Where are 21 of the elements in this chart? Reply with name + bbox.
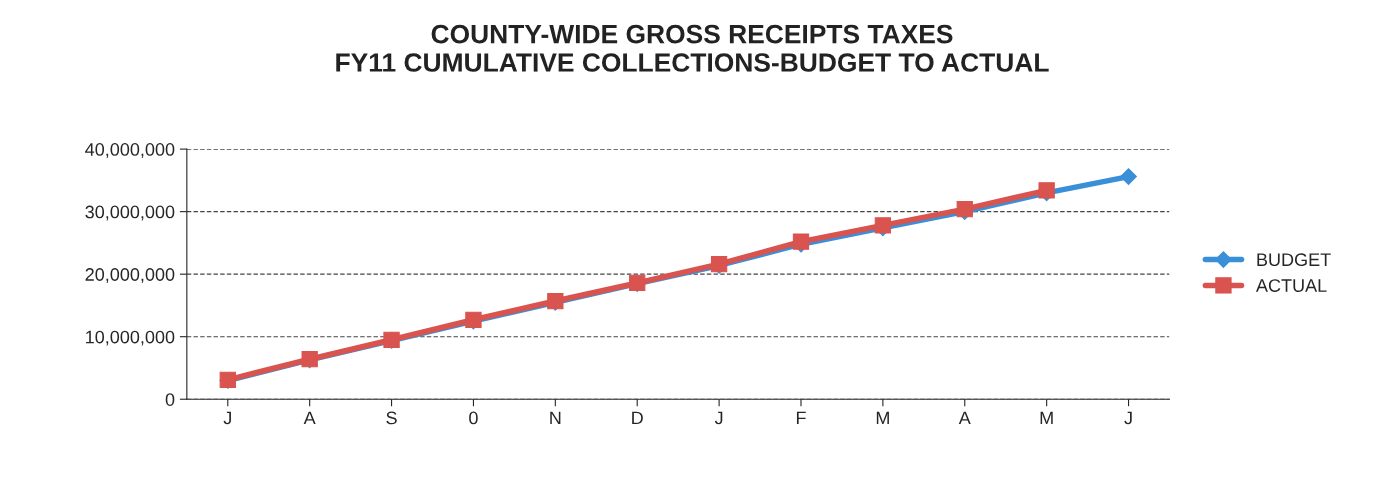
x-tick-label: J: [223, 411, 231, 425]
x-tick-label: J: [714, 411, 723, 425]
y-tick-label: 0: [165, 393, 175, 406]
legend-label: ACTUAL: [1255, 279, 1327, 292]
y-tick-label: 20,000,000: [85, 268, 175, 284]
x-tick-label: M: [1040, 411, 1053, 425]
x-tick-label: S: [386, 411, 397, 425]
y-tick-label: 30,000,000: [85, 205, 175, 221]
y-tick-label: 10,000,000: [86, 330, 175, 346]
point: [1120, 168, 1137, 185]
x-tick-label: A: [303, 411, 316, 425]
x-tick-label: A: [958, 411, 971, 425]
x-tick-label: N: [550, 411, 561, 425]
x-tick-label: M: [876, 411, 889, 425]
chart-title: COUNTY-WIDE GROSS RECEIPTS TAXES FY11 CUMULATIVE COLLECTIONS-BUDGET TO ACTUAL: [336, 24, 1049, 72]
x-tick-label: D: [632, 411, 643, 425]
x-tick-label: 0: [469, 411, 478, 425]
x-tick-label: J: [1124, 411, 1132, 425]
legend-label: BUDGET: [1257, 253, 1331, 267]
x-tick-label: F: [796, 411, 806, 425]
y-tick-label: 40,000,000: [85, 143, 175, 158]
